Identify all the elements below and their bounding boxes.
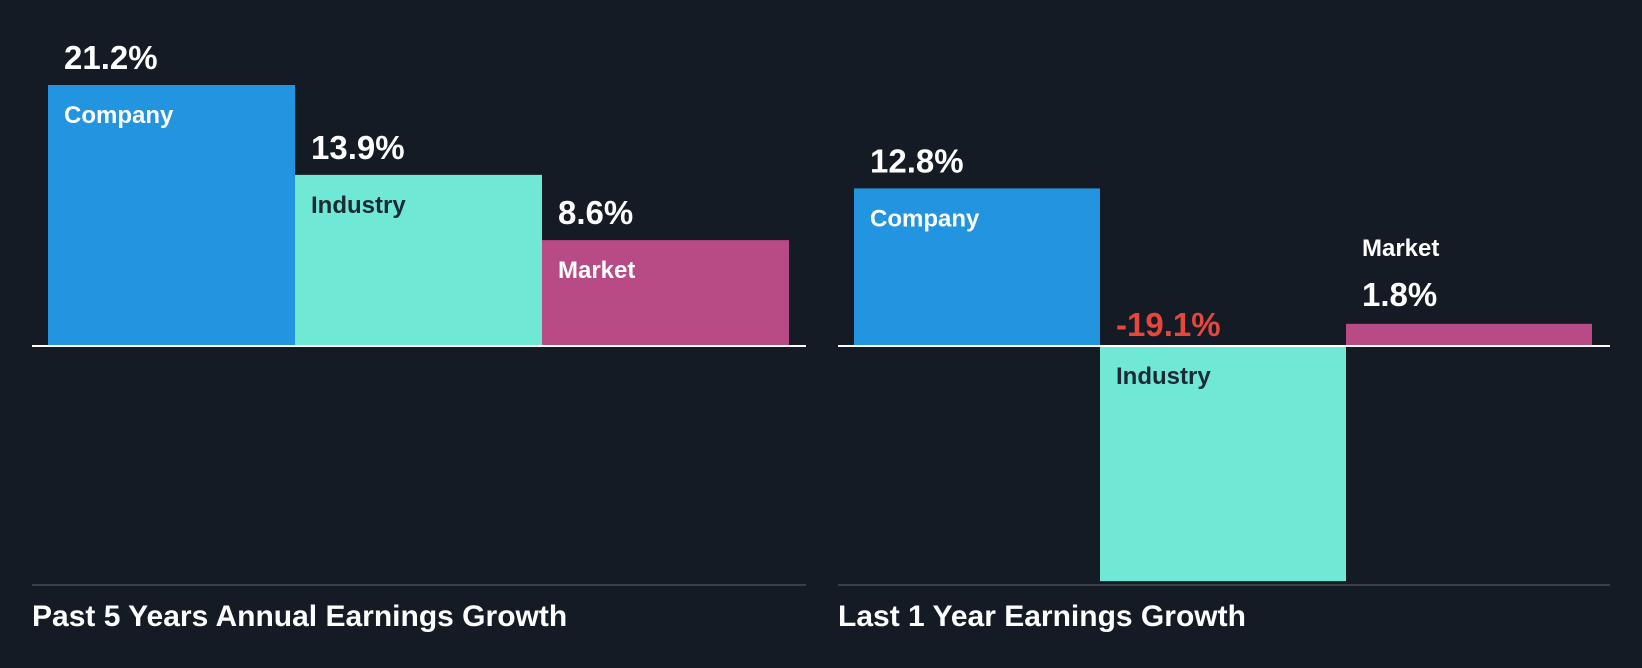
chart-title: Past 5 Years Annual Earnings Growth — [32, 600, 567, 633]
category-label-market: Market — [558, 257, 635, 284]
bar-company — [854, 188, 1100, 346]
value-label-industry: 13.9% — [311, 129, 405, 166]
value-label-company: 21.2% — [64, 39, 158, 76]
category-label-industry: Industry — [1116, 363, 1211, 390]
value-label-market: 8.6% — [558, 194, 633, 231]
chart-title: Last 1 Year Earnings Growth — [838, 600, 1246, 633]
category-label-company: Company — [64, 102, 174, 129]
bar-industry — [1100, 346, 1346, 582]
bar-industry — [295, 174, 542, 346]
value-label-company: 12.8% — [870, 142, 964, 179]
bar-market — [542, 240, 789, 346]
bar-company — [48, 85, 295, 346]
category-label-market: Market — [1362, 235, 1439, 262]
category-label-industry: Industry — [311, 192, 406, 219]
value-label-industry: -19.1% — [1116, 306, 1221, 343]
category-label-company: Company — [870, 205, 980, 232]
value-label-market: 1.8% — [1362, 276, 1437, 313]
bar-market — [1346, 323, 1592, 346]
